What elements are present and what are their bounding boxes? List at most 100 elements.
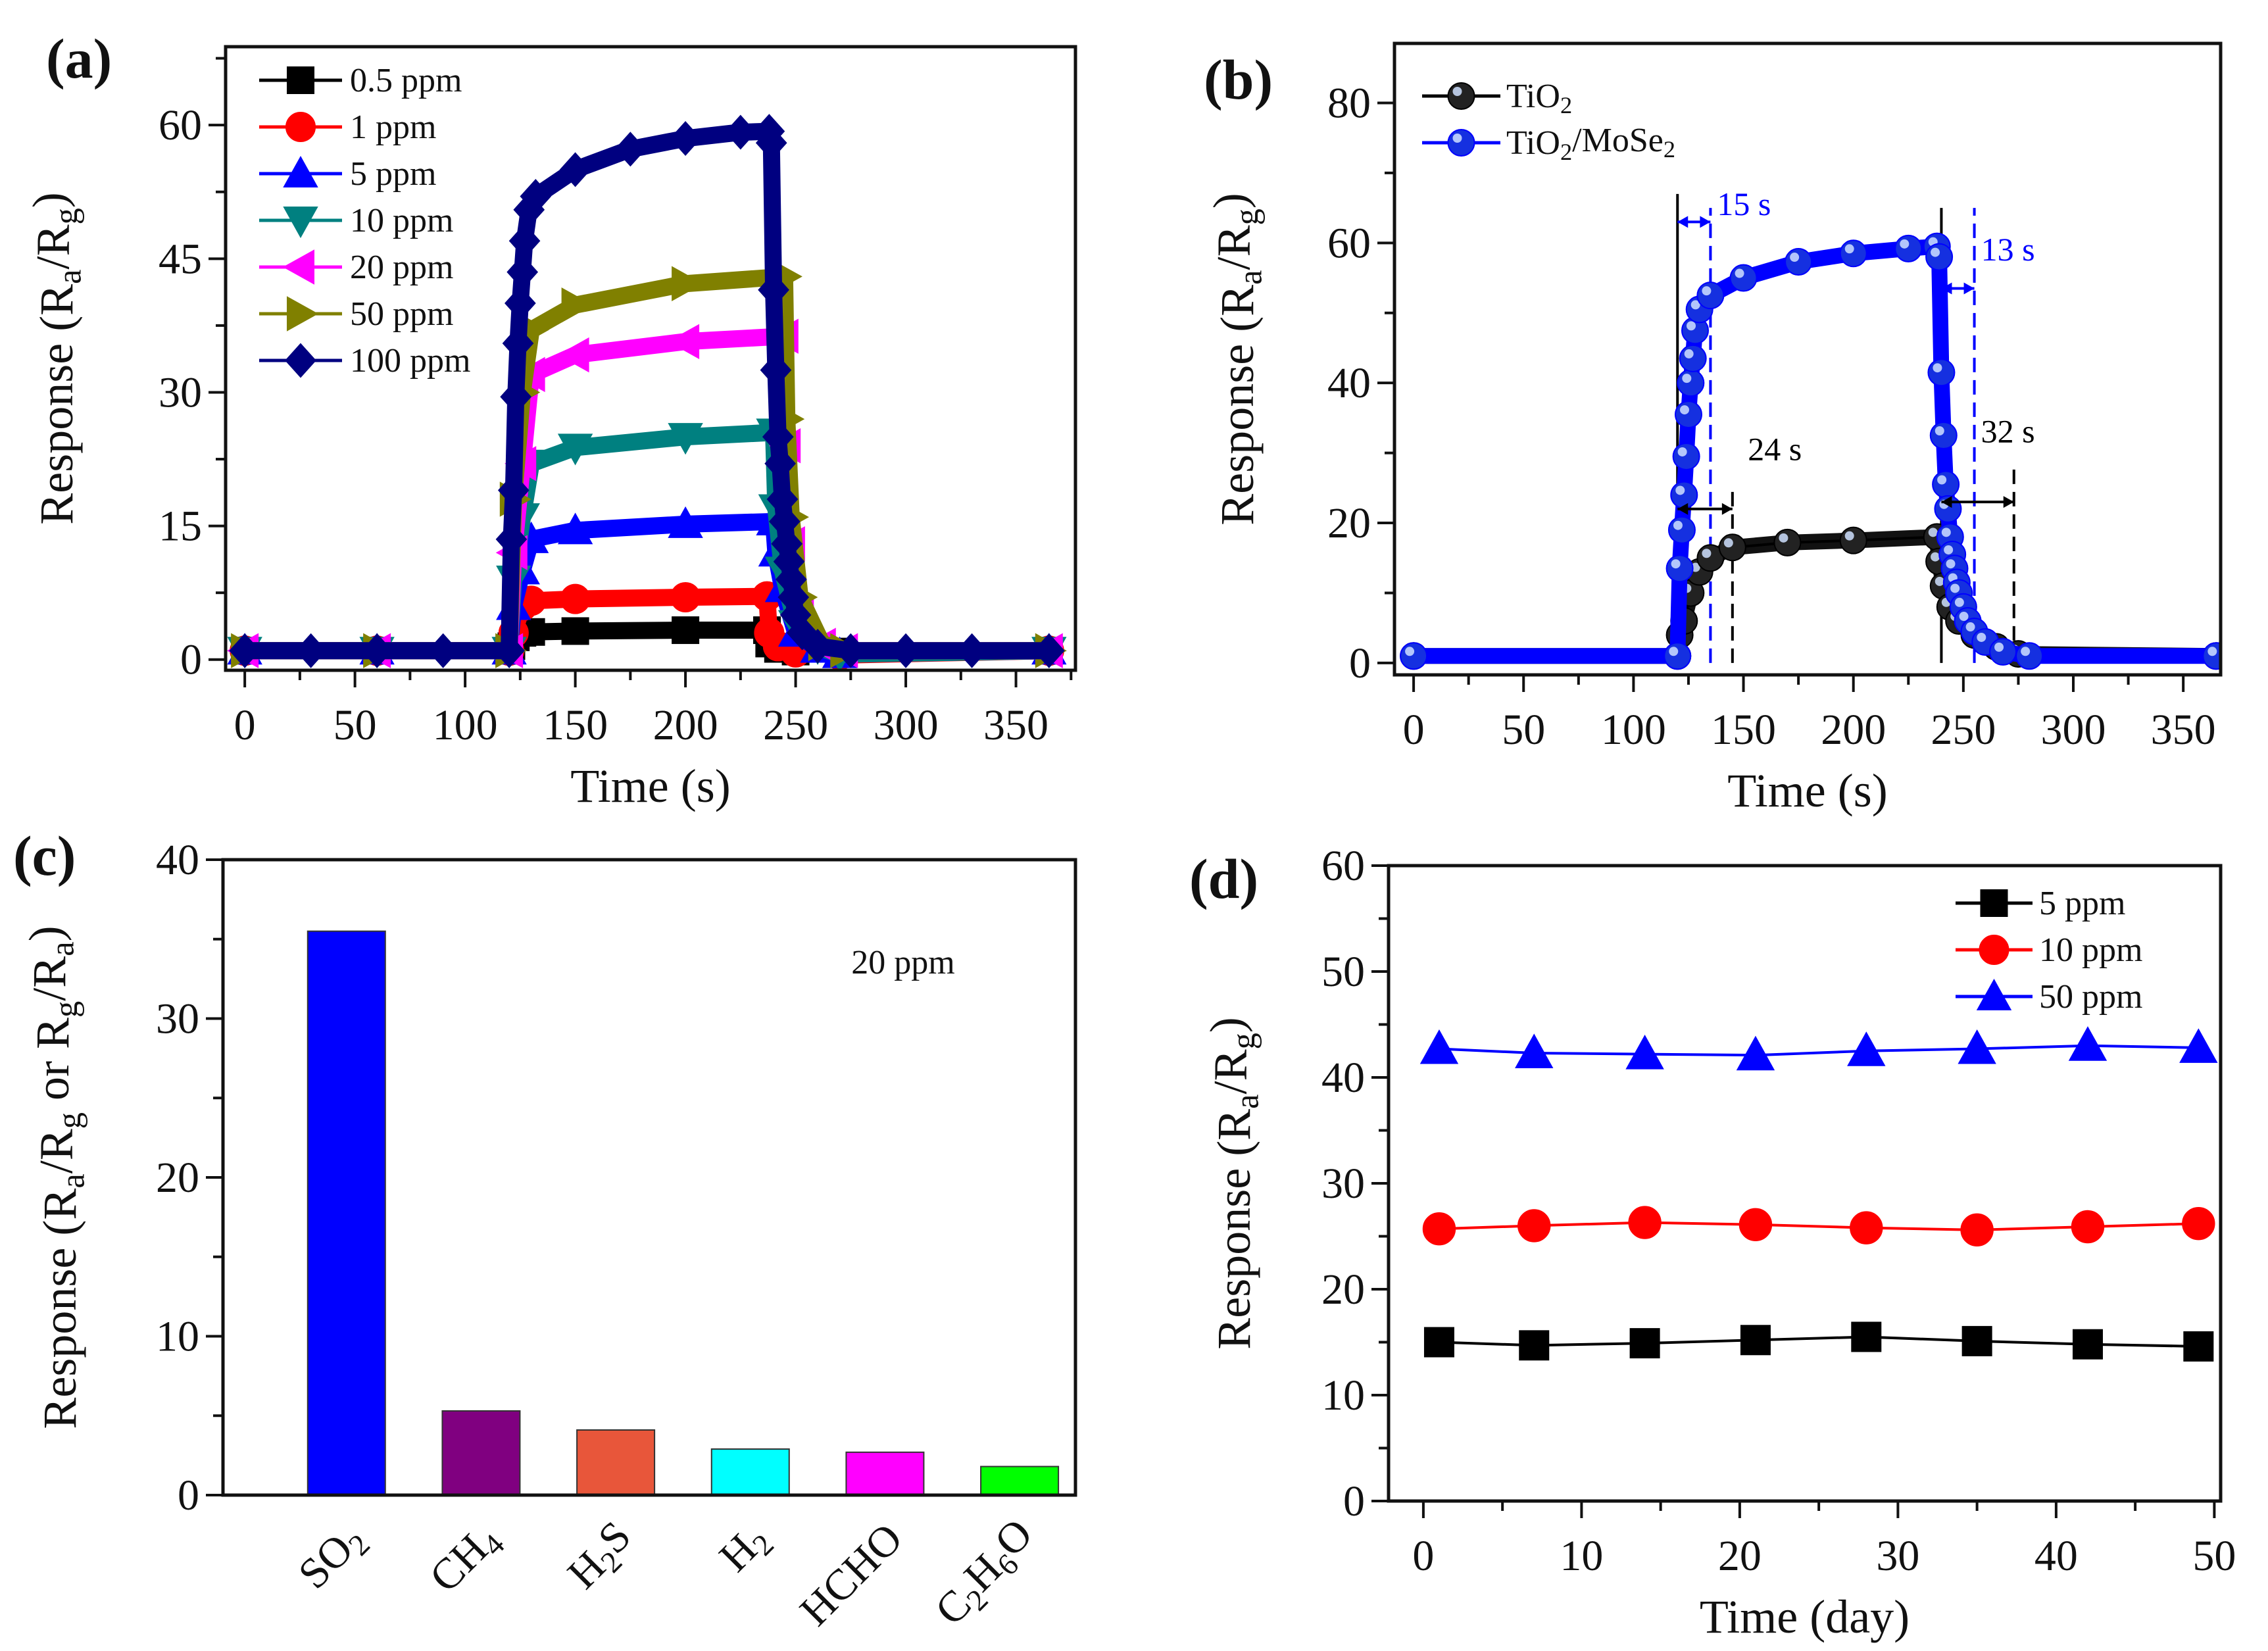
x-tick-label: 10 — [1560, 1532, 1603, 1580]
data-point-highlight — [1844, 244, 1854, 254]
data-point-highlight — [1690, 300, 1700, 310]
data-point — [614, 132, 647, 167]
legend-label: TiO2​ — [1506, 78, 1572, 118]
series — [1423, 1321, 2214, 1362]
data-point-highlight — [1977, 632, 1986, 642]
panel-label: (c) — [13, 824, 76, 887]
bar — [980, 1466, 1060, 1495]
data-point — [1517, 1209, 1551, 1243]
data-point — [668, 324, 700, 359]
data-point — [1961, 1325, 1992, 1356]
data-point — [1667, 516, 1696, 544]
data-point — [502, 326, 534, 361]
panel-a: (a) 0 15 30 45 60 0 50 100 150 200 250 300 350 Time (s… — [23, 27, 1077, 812]
data-point — [1670, 481, 1698, 509]
data-point — [427, 633, 459, 668]
y-tick-label: 30 — [159, 368, 202, 416]
legend-marker — [287, 66, 314, 94]
y-tick-label: 10 — [156, 1313, 199, 1361]
data-point-highlight — [1682, 374, 1692, 383]
data-point — [1785, 248, 1813, 276]
data-point — [493, 633, 525, 668]
legend: 5 ppm 10 ppm 50 ppm — [1956, 885, 2142, 1016]
data-point — [1515, 1033, 1554, 1068]
legend-marker — [283, 207, 318, 239]
x-tick-label: 40 — [2034, 1532, 2078, 1580]
response-time-label: 24 s — [1748, 430, 1802, 467]
y-tick-label: 0 — [1349, 639, 1371, 687]
bar — [710, 1448, 790, 1495]
data-point — [2015, 642, 2044, 670]
series — [1400, 232, 2221, 670]
x-tick-label: 250 — [1931, 706, 1996, 754]
data-point — [1839, 526, 1867, 554]
y-tick-label: 40 — [1327, 359, 1371, 407]
legend-label: 100 ppm — [350, 342, 470, 380]
data-point — [1773, 528, 1802, 556]
data-point — [508, 223, 541, 259]
data-point-highlight — [1687, 321, 1696, 331]
x-tick-label: 0 — [1403, 706, 1425, 754]
x-tick-label: 20 — [1718, 1532, 1762, 1580]
data-point — [1894, 234, 1923, 262]
axes-frame — [224, 45, 1077, 672]
data-point — [1736, 1035, 1775, 1071]
legend-marker — [1976, 978, 2012, 1010]
panel-b: (b) 0 20 40 60 80 0 50 100 150 200 250 300 350 Time (s… — [1204, 41, 2223, 817]
x-tick-label: 200 — [653, 701, 718, 749]
data-point — [1629, 1328, 1660, 1359]
legend-marker — [1447, 82, 1475, 110]
data-point-highlight — [1679, 405, 1689, 415]
data-point — [1519, 1330, 1550, 1361]
legend-item: 1 ppm — [259, 109, 436, 146]
data-point — [1850, 1211, 1883, 1244]
data-point — [758, 272, 789, 308]
legend: 0.5 ppm 1 ppm 5 ppm 10 ppm 20 ppm 50 ppm 100 p… — [259, 62, 470, 380]
x-category-label: SO2​ — [289, 1514, 376, 1601]
panel-c: (c) 0 10 20 30 40 Response (Ra​/Rg​ or Rg​/Ra​… — [13, 824, 1077, 1635]
data-point — [500, 379, 532, 414]
series-thin-line — [245, 431, 1049, 656]
legend-item: 5 ppm — [1956, 885, 2125, 922]
bar — [307, 930, 386, 1495]
data-point-highlight — [1994, 642, 2004, 652]
data-point — [1672, 442, 1700, 470]
data-point — [2068, 1026, 2108, 1061]
series-line — [1437, 1221, 2200, 1231]
data-point — [559, 152, 591, 187]
data-point — [890, 633, 922, 668]
data-point-highlight — [1702, 549, 1712, 558]
plot-area — [307, 930, 1060, 1495]
legend-marker — [1447, 129, 1475, 157]
y-tick-label: 80 — [1327, 79, 1371, 127]
legend-label: TiO2​/MoSe2​ — [1506, 122, 1675, 165]
x-tick-label: 0 — [1412, 1532, 1434, 1580]
data-point — [755, 125, 787, 160]
data-point-highlight — [1673, 520, 1683, 530]
panel-label: (b) — [1204, 48, 1273, 111]
y-axis-label: Response (Ra​/Rg​) — [1204, 193, 1268, 526]
data-point — [835, 633, 867, 668]
y-tick-label: 50 — [1321, 948, 1365, 996]
data-point — [1738, 1208, 1773, 1241]
data-point-highlight — [1900, 239, 1910, 249]
bar — [441, 1410, 521, 1495]
response-time-label: 13 s — [1981, 231, 2035, 268]
x-tick-label: 150 — [1711, 706, 1776, 754]
arrow-head-icon — [1941, 282, 1952, 295]
data-point-highlight — [1675, 485, 1685, 495]
data-point-highlight — [1937, 475, 1947, 485]
y-tick-label: 15 — [159, 503, 202, 551]
legend-label: 10 ppm — [2039, 931, 2142, 969]
data-point — [361, 633, 393, 668]
data-point — [1960, 1213, 1994, 1247]
data-point — [1400, 642, 1428, 670]
plot-area — [1400, 193, 2221, 670]
legend-marker-highlight — [1452, 87, 1462, 96]
data-point-highlight — [1928, 528, 1938, 537]
data-point — [764, 446, 796, 481]
data-point — [557, 512, 593, 545]
axes-frame — [221, 858, 1077, 1497]
y-tick-label: 0 — [178, 1471, 199, 1519]
data-point-highlight — [1723, 538, 1733, 548]
